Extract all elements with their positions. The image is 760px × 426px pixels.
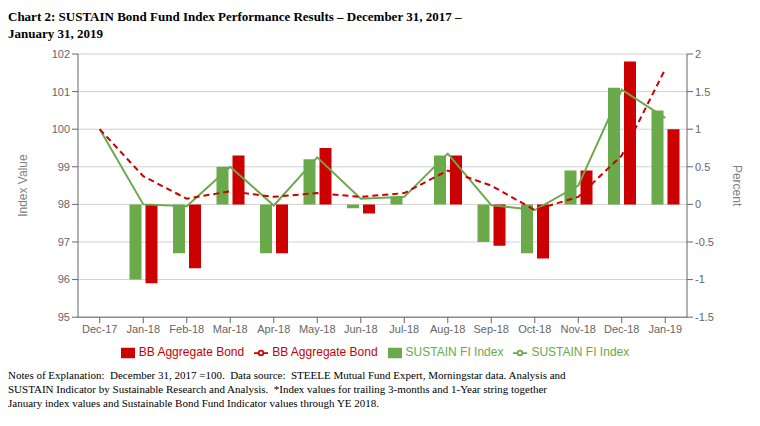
html-text:BB Aggregate Bond: BB Aggregate Bond [272, 345, 378, 360]
svg-text:Mar-18: Mar-18 [213, 323, 248, 335]
svg-text:Jan-19: Jan-19 [648, 323, 682, 335]
svg-text:96: 96 [58, 273, 70, 285]
svg-text:1.5: 1.5 [695, 86, 710, 98]
html-text:BB Aggregate Bond: BB Aggregate Bond [138, 345, 245, 360]
svg-text:95: 95 [58, 311, 70, 323]
svg-text:Jul-18: Jul-18 [389, 323, 419, 335]
html-text:SUSTAIN FI Index: SUSTAIN FI Index [531, 345, 630, 360]
html-text:Notes of Explanation: December: Notes of Explanation: December 31, 2017 … [8, 369, 566, 409]
svg-text:2: 2 [695, 48, 701, 60]
svg-text:-1.5: -1.5 [695, 311, 714, 323]
html-text:Chart 2: SUSTAIN Bond Fund Ind: Chart 2: SUSTAIN Bond Fund Index Perform… [8, 9, 462, 24]
html-text:January 31, 2019: January 31, 2019 [8, 26, 103, 41]
svg-text:101: 101 [52, 86, 70, 98]
svg-text:Feb-18: Feb-18 [169, 323, 204, 335]
svg-text:98: 98 [58, 198, 70, 210]
svg-text:Apr-18: Apr-18 [257, 323, 290, 335]
svg-text:Oct-18: Oct-18 [518, 323, 551, 335]
html-text:SUSTAIN FI Index: SUSTAIN FI Index [405, 345, 504, 360]
svg-text:Aug-18: Aug-18 [430, 323, 465, 335]
svg-text:97: 97 [58, 236, 70, 248]
svg-text:0: 0 [695, 198, 701, 210]
svg-text:0.5: 0.5 [695, 161, 710, 173]
svg-text:-0.5: -0.5 [695, 236, 714, 248]
svg-text:99: 99 [58, 161, 70, 173]
svg-text:Sep-18: Sep-18 [474, 323, 509, 335]
svg-text:Dec-18: Dec-18 [604, 323, 639, 335]
svg-text:1: 1 [695, 123, 701, 135]
svg-text:Index Value: Index Value [16, 154, 30, 217]
svg-text:Jun-18: Jun-18 [344, 323, 378, 335]
svg-text:Nov-18: Nov-18 [561, 323, 596, 335]
svg-text:-1: -1 [695, 273, 705, 285]
svg-text:102: 102 [52, 48, 70, 60]
svg-text:May-18: May-18 [299, 323, 336, 335]
svg-text:100: 100 [52, 123, 70, 135]
svg-text:Percent: Percent [730, 165, 744, 207]
svg-text:Jan-18: Jan-18 [126, 323, 160, 335]
svg-text:Dec-17: Dec-17 [82, 323, 117, 335]
